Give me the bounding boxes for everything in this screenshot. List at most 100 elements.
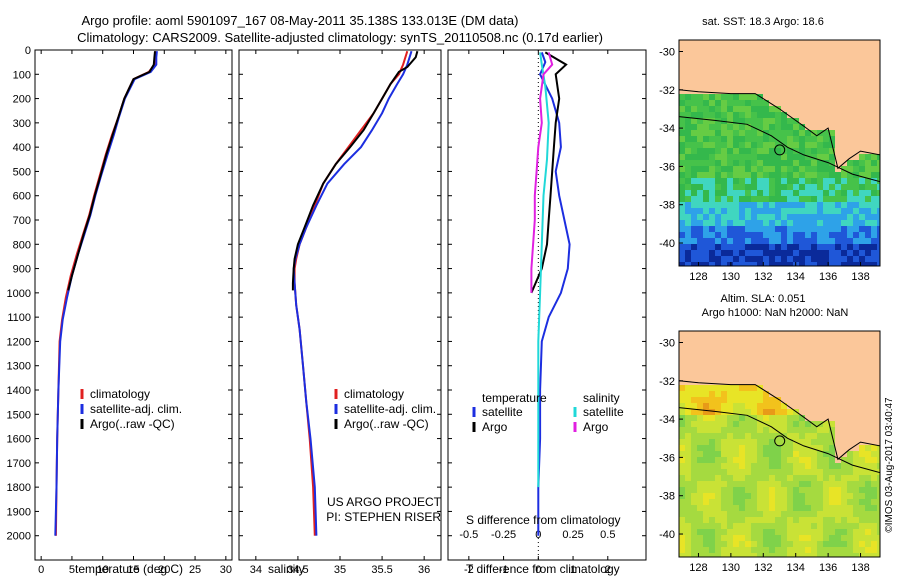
map-cell bbox=[847, 124, 853, 130]
map-cell bbox=[751, 331, 757, 337]
map-cell bbox=[799, 178, 805, 184]
map-cell bbox=[679, 208, 685, 214]
map-cell bbox=[685, 361, 691, 367]
map-cell bbox=[787, 220, 793, 226]
map-cell bbox=[757, 499, 763, 505]
map-cell bbox=[799, 208, 805, 214]
map-cell bbox=[763, 457, 769, 463]
map-cell bbox=[841, 172, 847, 178]
map-cell bbox=[739, 112, 745, 118]
map-cell bbox=[715, 130, 721, 136]
map-cell bbox=[877, 505, 880, 511]
map-cell bbox=[751, 439, 757, 445]
map-cell bbox=[691, 415, 697, 421]
map-cell bbox=[865, 511, 871, 517]
map-cell bbox=[871, 88, 877, 94]
map-cell bbox=[685, 475, 691, 481]
map-cell bbox=[745, 529, 751, 535]
map-cell bbox=[721, 505, 727, 511]
map-cell bbox=[703, 439, 709, 445]
map-cell bbox=[841, 541, 847, 547]
map-cell bbox=[805, 547, 811, 553]
map-cell bbox=[865, 196, 871, 202]
map-cell bbox=[697, 373, 703, 379]
map-cell bbox=[679, 409, 685, 415]
map-cell bbox=[793, 124, 799, 130]
map-cell bbox=[691, 94, 697, 100]
map-cell bbox=[751, 172, 757, 178]
map-cell bbox=[739, 100, 745, 106]
map-cell bbox=[703, 487, 709, 493]
map-cell bbox=[757, 433, 763, 439]
difference-legend-title: salinity bbox=[583, 391, 620, 405]
map-cell bbox=[703, 178, 709, 184]
map-cell bbox=[709, 160, 715, 166]
map-cell bbox=[817, 361, 823, 367]
map-cell bbox=[721, 517, 727, 523]
map-cell bbox=[679, 178, 685, 184]
map-cell bbox=[703, 154, 709, 160]
map-cell bbox=[799, 160, 805, 166]
depth-tick-label: 1000 bbox=[7, 288, 31, 300]
map-cell bbox=[715, 178, 721, 184]
map-cell bbox=[787, 226, 793, 232]
map-cell bbox=[751, 250, 757, 256]
map-cell bbox=[847, 547, 853, 553]
map-cell bbox=[679, 535, 685, 541]
map-cell bbox=[799, 379, 805, 385]
map-cell bbox=[769, 421, 775, 427]
map-cell bbox=[811, 427, 817, 433]
map-cell bbox=[811, 379, 817, 385]
map-cell bbox=[727, 511, 733, 517]
map-cell bbox=[721, 154, 727, 160]
map-cell bbox=[685, 124, 691, 130]
map-cell bbox=[757, 82, 763, 88]
map-cell bbox=[853, 112, 859, 118]
map-cell bbox=[805, 397, 811, 403]
map-cell bbox=[709, 487, 715, 493]
map-cell bbox=[781, 166, 787, 172]
map-cell bbox=[817, 208, 823, 214]
map-cell bbox=[793, 58, 799, 64]
map-cell bbox=[805, 511, 811, 517]
map-cell bbox=[847, 112, 853, 118]
map-cell bbox=[841, 100, 847, 106]
map-cell bbox=[847, 208, 853, 214]
map-cell bbox=[847, 493, 853, 499]
difference-xtick-label: 1 bbox=[570, 564, 576, 576]
map-cell bbox=[751, 130, 757, 136]
map-cell bbox=[853, 493, 859, 499]
map-cell bbox=[715, 40, 721, 46]
map-cell bbox=[721, 475, 727, 481]
map-cell bbox=[853, 70, 859, 76]
map-cell bbox=[745, 451, 751, 457]
map-cell bbox=[799, 475, 805, 481]
map-cell bbox=[703, 202, 709, 208]
map-cell bbox=[745, 355, 751, 361]
map-cell bbox=[715, 142, 721, 148]
map-cell bbox=[871, 427, 877, 433]
map-cell bbox=[733, 172, 739, 178]
map-cell bbox=[739, 373, 745, 379]
map-cell bbox=[751, 238, 757, 244]
map-cell bbox=[733, 529, 739, 535]
map-cell bbox=[733, 154, 739, 160]
map-cell bbox=[853, 64, 859, 70]
map-cell bbox=[691, 40, 697, 46]
map-cell bbox=[685, 208, 691, 214]
map-cell bbox=[805, 529, 811, 535]
map-cell bbox=[793, 337, 799, 343]
map-cell bbox=[817, 58, 823, 64]
map-cell bbox=[721, 244, 727, 250]
map-cell bbox=[769, 355, 775, 361]
map-cell bbox=[757, 46, 763, 52]
map-cell bbox=[877, 361, 880, 367]
map-cell bbox=[823, 493, 829, 499]
map-cell bbox=[859, 262, 865, 266]
map-cell bbox=[847, 58, 853, 64]
map-cell bbox=[679, 481, 685, 487]
map-cell bbox=[763, 76, 769, 82]
map-cell bbox=[829, 52, 835, 58]
map-cell bbox=[829, 529, 835, 535]
map-cell bbox=[841, 397, 847, 403]
